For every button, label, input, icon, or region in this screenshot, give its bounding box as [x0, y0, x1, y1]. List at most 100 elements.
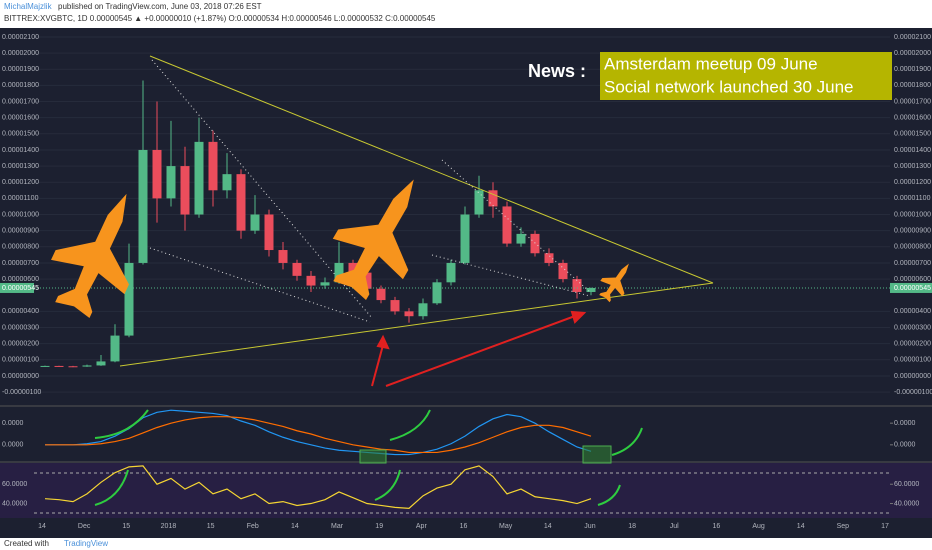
- y-tick-label: 0.00001500: [2, 131, 39, 138]
- y-tick-label: 0.00000800: [2, 244, 39, 251]
- arrow: [374, 469, 401, 501]
- dotted-line: [431, 254, 591, 297]
- y-tick-label: 0.00000000: [894, 373, 931, 380]
- y-tick-label: 0.00000900: [894, 228, 931, 235]
- y-tick-label: 0.00002000: [894, 50, 931, 57]
- author[interactable]: MichalMajzlik: [4, 2, 53, 11]
- candle-body: [446, 262, 456, 283]
- y-tick-label: 0.00002100: [2, 34, 39, 41]
- header-bar: [0, 0, 932, 28]
- candle-body: [124, 262, 134, 336]
- y-tick-label: 0.00001500: [894, 131, 931, 138]
- arrow: [94, 409, 149, 439]
- candle-body: [96, 361, 106, 366]
- y-tick-label: 40.0000: [2, 500, 27, 507]
- candle-body: [362, 272, 372, 289]
- footer-created: Created with: [4, 539, 49, 548]
- y-tick-label: 0.00001100: [2, 195, 39, 202]
- y-tick-label: 60.0000: [894, 481, 919, 488]
- candle-body: [558, 262, 568, 280]
- candle-body: [586, 287, 596, 292]
- y-tick-label: 0.00000700: [894, 260, 931, 267]
- candle-body: [502, 206, 512, 244]
- y-tick-label: 0.0000: [2, 420, 24, 427]
- trend-line: [119, 282, 714, 367]
- rsi-band: [0, 463, 932, 518]
- arrowhead: [376, 334, 390, 350]
- candle-body: [460, 214, 470, 263]
- candle-body: [194, 141, 204, 215]
- y-tick-label: 0.00001400: [2, 147, 39, 154]
- arrowhead: [570, 310, 587, 324]
- candle-body: [110, 335, 120, 362]
- candle-body: [166, 166, 176, 199]
- x-tick-label: Aug: [752, 523, 765, 530]
- candle-body: [138, 149, 148, 263]
- x-tick-label: 16: [713, 523, 721, 530]
- candle-body: [306, 275, 316, 286]
- footer-bar: [0, 538, 932, 550]
- y-tick-label: 0.00001000: [2, 211, 39, 218]
- candle-body: [376, 288, 386, 301]
- highlight-box: [582, 445, 612, 464]
- y-tick-label: 0.00001400: [894, 147, 931, 154]
- arrow: [385, 315, 576, 387]
- candle-body: [572, 279, 582, 292]
- arrow: [597, 484, 621, 506]
- footer-brand[interactable]: TradingView: [64, 539, 108, 548]
- candle-body: [488, 190, 498, 207]
- x-tick-label: Jul: [670, 523, 679, 530]
- candle-body: [404, 311, 414, 317]
- price-tag-bg: [0, 282, 34, 293]
- candle-body: [530, 233, 540, 254]
- x-tick-label: Apr: [416, 523, 428, 530]
- green-arrows: [94, 409, 643, 506]
- y-tick-label: 0.0000: [2, 442, 24, 449]
- candle-body: [516, 233, 526, 244]
- y-tick-label: -0.00000100: [894, 389, 932, 396]
- x-tick-label: May: [499, 523, 513, 530]
- y-tick-label: 0.00000800: [894, 244, 931, 251]
- y-tick-label: 0.00002000: [2, 50, 39, 57]
- y-tick-label: 0.00000200: [894, 341, 931, 348]
- x-tick-label: Dec: [78, 523, 91, 530]
- y-tick-label: 0.00000200: [2, 341, 39, 348]
- candle-body: [236, 174, 246, 231]
- y-tick-label: 0.00001000: [894, 211, 931, 218]
- candle-body: [180, 166, 190, 215]
- arrow: [94, 469, 129, 506]
- dotted-line: [149, 247, 371, 323]
- candle-body: [334, 262, 344, 283]
- candle-body: [474, 190, 484, 215]
- x-tick-label: Mar: [331, 523, 344, 530]
- y-tick-label: -0.00000100: [2, 389, 41, 396]
- x-tick-label: 17: [881, 523, 889, 530]
- arrow: [611, 427, 643, 456]
- drawings: [35, 55, 714, 506]
- y-tick-label: 0.00000600: [894, 276, 931, 283]
- y-tick-label: 0.00000400: [2, 308, 39, 315]
- candle-body: [432, 282, 442, 304]
- y-tick-label: 0.0000: [894, 442, 916, 449]
- candle-body: [68, 366, 78, 368]
- candle-body: [222, 174, 232, 191]
- candle-body: [82, 365, 92, 367]
- y-tick-label: 60.0000: [2, 481, 27, 488]
- x-tick-label: 14: [38, 523, 46, 530]
- candle-body: [54, 365, 64, 367]
- x-tick-label: 14: [544, 523, 552, 530]
- y-tick-label: 0.00000000: [2, 373, 39, 380]
- y-tick-label: 0.00001800: [894, 82, 931, 89]
- symbol-line: BITTREX:XVGBTC, 1D 0.00000545 ▲ +0.00000…: [4, 14, 436, 23]
- x-tick-label: 15: [207, 523, 215, 530]
- candle-body: [544, 253, 554, 263]
- y-tick-label: 0.00001900: [2, 66, 39, 73]
- candle-body: [278, 250, 288, 263]
- y-tick-label: 0.00001700: [894, 98, 931, 105]
- candle-body: [152, 149, 162, 199]
- x-tick-label: Feb: [247, 523, 259, 530]
- y-tick-label: 0.00000600: [2, 276, 39, 283]
- x-tick-label: 14: [291, 523, 299, 530]
